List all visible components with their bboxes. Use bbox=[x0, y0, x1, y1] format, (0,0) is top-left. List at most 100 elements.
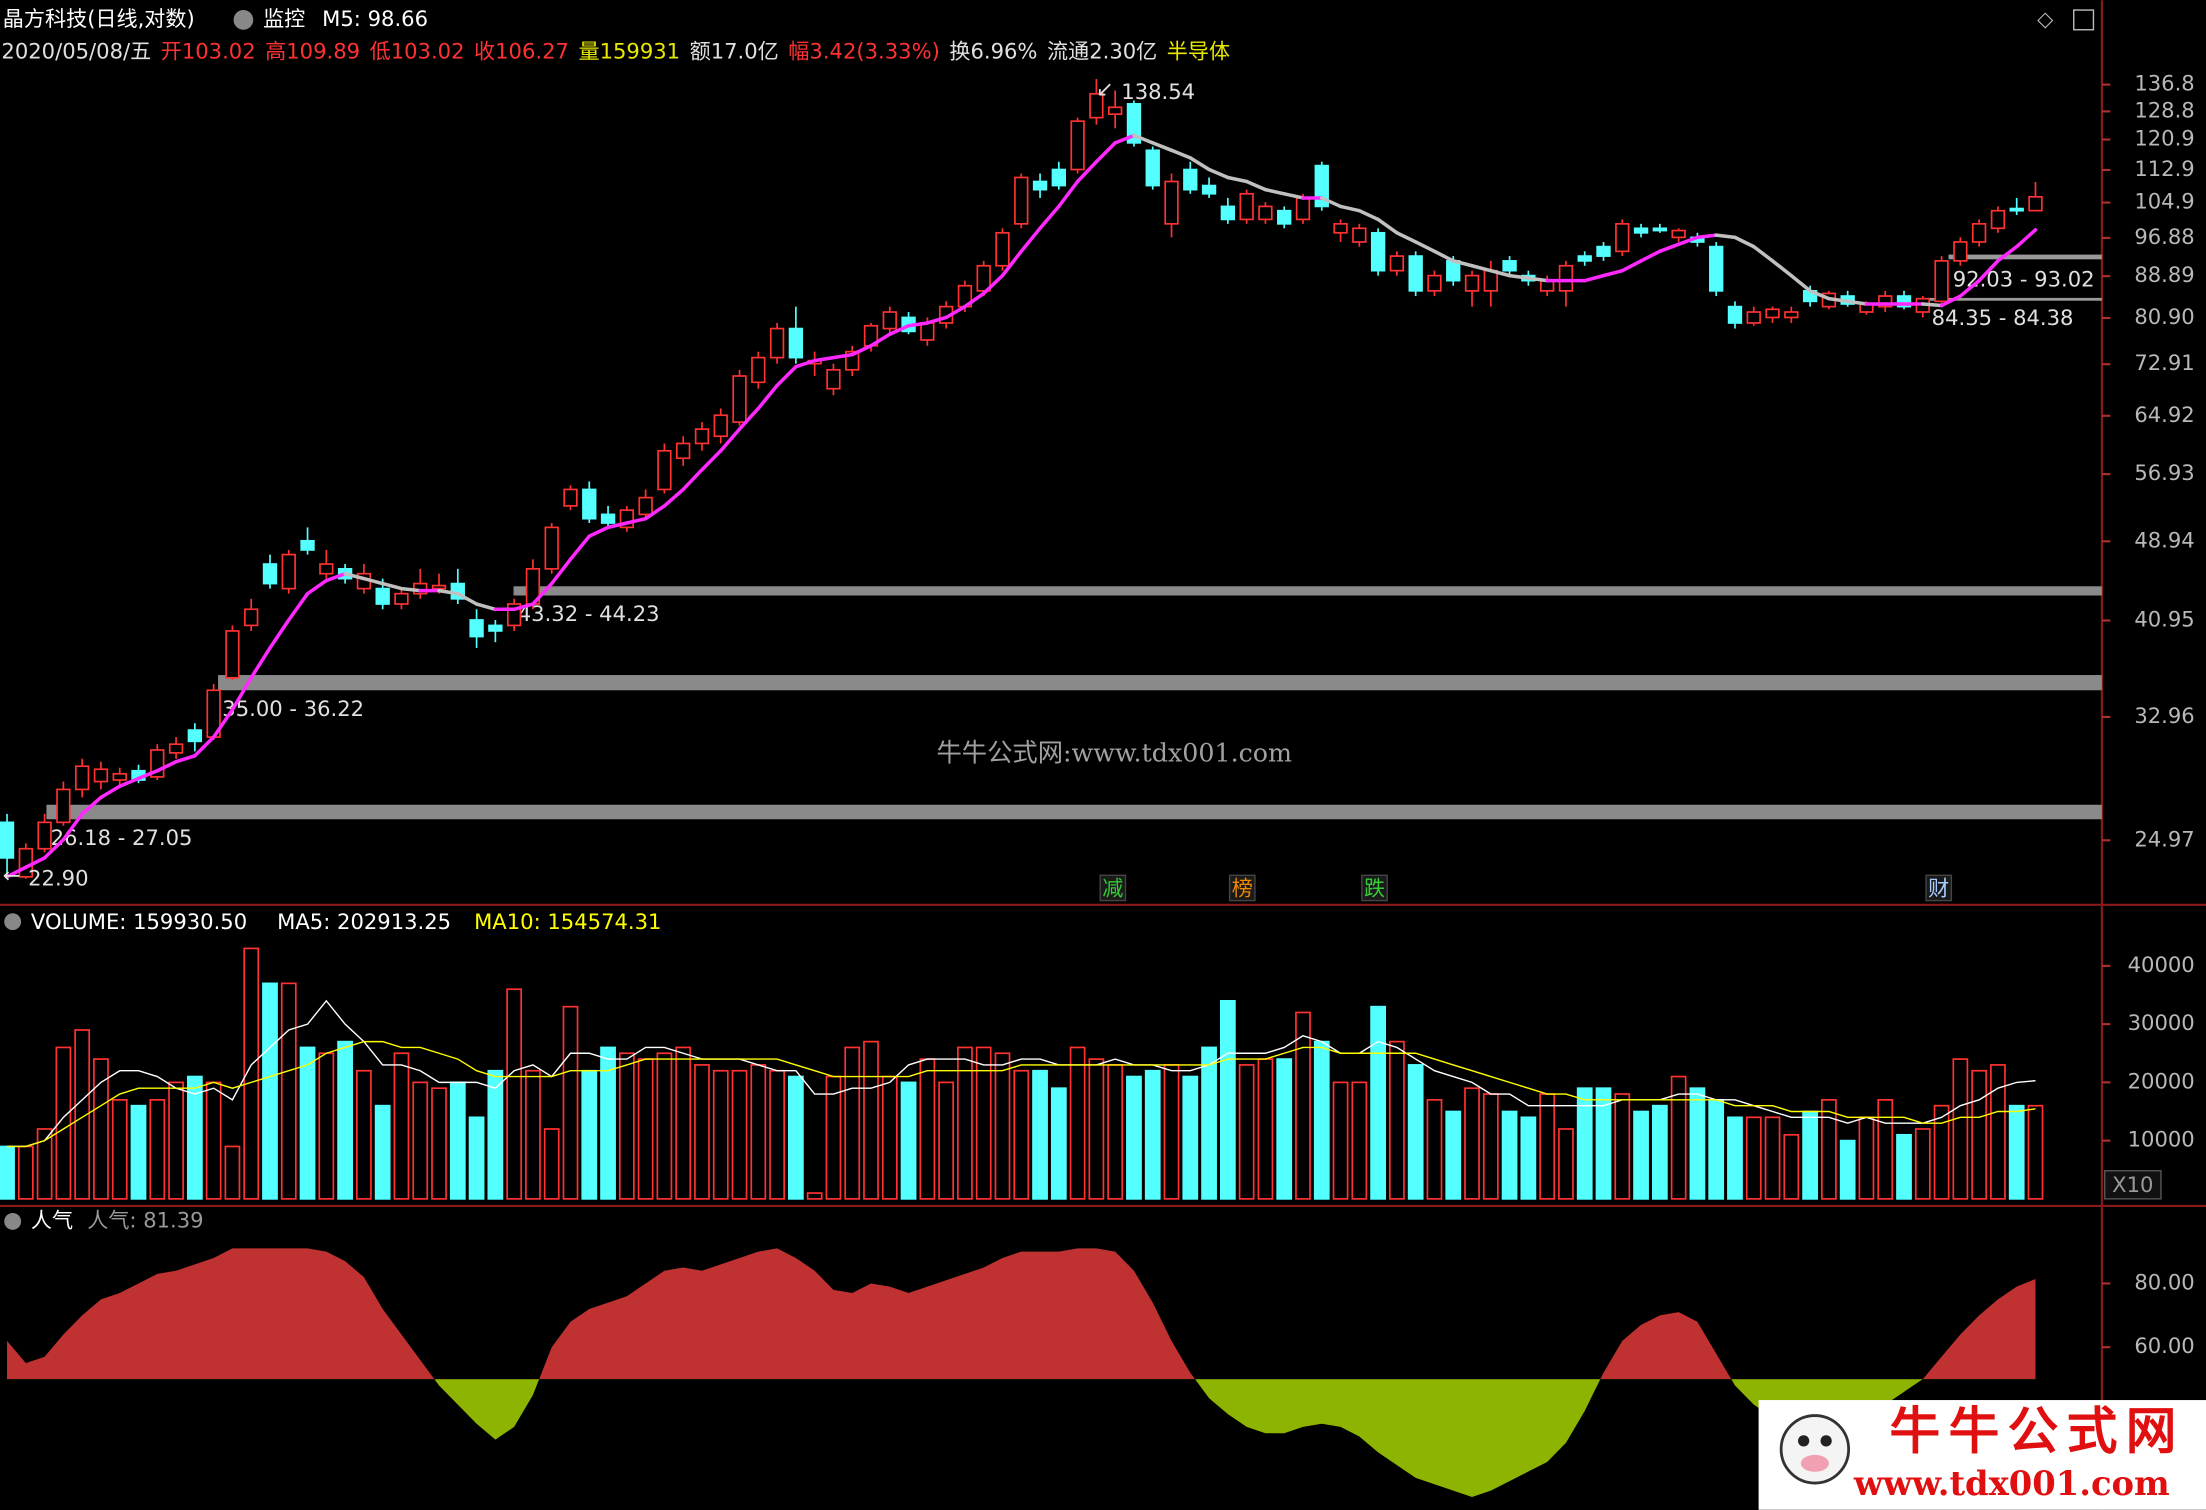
candle-body bbox=[976, 264, 991, 292]
volume-bar bbox=[712, 1069, 729, 1200]
volume-bar bbox=[1501, 1110, 1518, 1200]
y-tick-label: 72.91 bbox=[2134, 350, 2194, 375]
ma-segment bbox=[1338, 204, 1362, 213]
monitor-label[interactable]: 监控 bbox=[263, 6, 305, 31]
event-box bbox=[1925, 874, 1953, 902]
candle-body bbox=[1051, 168, 1066, 187]
volume-bar bbox=[1877, 1099, 1894, 1200]
volume-bar bbox=[1370, 1005, 1386, 1200]
candle-body bbox=[56, 788, 71, 824]
ma-segment bbox=[1977, 259, 2000, 283]
ma-segment bbox=[963, 291, 986, 309]
ma-segment bbox=[1207, 167, 1230, 180]
y-tick-label: 88.89 bbox=[2134, 262, 2194, 287]
unit-label: X10 bbox=[2112, 1172, 2153, 1197]
ma-segment bbox=[888, 324, 911, 336]
volume-bar bbox=[55, 1046, 72, 1200]
monitor-icon[interactable] bbox=[233, 10, 254, 30]
volume-bar bbox=[1933, 1104, 1950, 1200]
volume-bar bbox=[787, 1075, 804, 1200]
diamond-icon[interactable]: ◇ bbox=[2037, 6, 2054, 31]
y-tick-label: 60.00 bbox=[2134, 1333, 2194, 1358]
ma-segment bbox=[1676, 235, 1700, 247]
volume-bar bbox=[694, 1064, 710, 1200]
candle-body bbox=[1483, 269, 1498, 292]
volume-bar bbox=[975, 1046, 992, 1200]
ma-segment bbox=[380, 581, 404, 591]
volume-bar bbox=[1952, 1058, 1969, 1200]
ma-segment bbox=[1263, 187, 1286, 196]
candle-body bbox=[1333, 222, 1348, 234]
logo-name[interactable]: 牛牛公式网 bbox=[1890, 1402, 2185, 1461]
volume-bar bbox=[863, 1040, 879, 1200]
candle-body bbox=[1934, 260, 1949, 303]
logo-cow bbox=[1779, 1414, 1851, 1485]
volume-bar bbox=[1257, 1058, 1274, 1200]
ma-value: M5: 98.66 bbox=[322, 6, 428, 31]
candle-body bbox=[244, 608, 259, 627]
y-tick-label: 80.00 bbox=[2134, 1269, 2194, 1294]
volume-bar bbox=[0, 1145, 15, 1200]
candle-body bbox=[600, 513, 616, 524]
volume-bar bbox=[168, 1081, 184, 1200]
ma-segment bbox=[700, 449, 723, 472]
volume-bar bbox=[1276, 1058, 1293, 1200]
ma-segment bbox=[211, 707, 235, 739]
ma-segment bbox=[474, 602, 498, 612]
ma-segment bbox=[1808, 289, 1831, 301]
volume-bar bbox=[1088, 1058, 1105, 1200]
ma-segment bbox=[155, 759, 178, 773]
quote-high: 高109.89 bbox=[265, 38, 360, 63]
volume-bar bbox=[581, 1069, 598, 1200]
candle-body bbox=[1765, 308, 1780, 319]
window-icon[interactable] bbox=[2073, 9, 2095, 31]
candle-body bbox=[920, 322, 935, 341]
volume-bar bbox=[618, 1052, 635, 1200]
candle-body bbox=[788, 327, 804, 359]
ma-segment bbox=[1958, 278, 1981, 298]
candle-body bbox=[262, 563, 278, 585]
volume-bar bbox=[543, 1128, 560, 1200]
ma-segment bbox=[1413, 240, 1437, 254]
ma-segment bbox=[512, 602, 535, 612]
candle-body bbox=[1239, 192, 1254, 221]
panel-icon[interactable] bbox=[4, 913, 22, 931]
y-tick-label: 32.96 bbox=[2134, 703, 2194, 728]
ma-segment bbox=[1770, 259, 1794, 278]
ma-segment bbox=[831, 352, 854, 360]
ma-segment bbox=[1113, 133, 1136, 145]
volume-bar bbox=[280, 982, 297, 1200]
ma-segment bbox=[1075, 159, 1099, 184]
volume-bar bbox=[318, 1052, 335, 1200]
candle-body bbox=[544, 526, 559, 570]
ma-segment bbox=[456, 591, 479, 606]
event-marker: 跌 bbox=[1364, 875, 1385, 900]
volume-bar bbox=[1520, 1116, 1537, 1200]
candle-body bbox=[112, 772, 127, 781]
panel-icon[interactable] bbox=[4, 1212, 22, 1230]
quote-float: 流通2.30亿 bbox=[1047, 38, 1157, 63]
ma-segment bbox=[193, 735, 216, 758]
volume-bar bbox=[1107, 1064, 1124, 1200]
candle-body bbox=[1990, 209, 2006, 230]
candle-body bbox=[1878, 295, 1893, 308]
ma-segment bbox=[1507, 273, 1531, 280]
ma-segment bbox=[1658, 242, 1681, 254]
candle-body bbox=[882, 311, 897, 330]
ma-segment bbox=[812, 355, 836, 363]
candle-body bbox=[1727, 305, 1743, 324]
zone-label: 35.00 - 36.22 bbox=[222, 696, 364, 721]
logo-url[interactable]: www.tdx001.com bbox=[1853, 1463, 2170, 1503]
volume-bar bbox=[431, 1087, 447, 1200]
candle-body bbox=[657, 449, 672, 491]
ma-segment bbox=[362, 576, 385, 586]
volume-bar bbox=[186, 1075, 203, 1200]
ma-segment bbox=[1000, 249, 1024, 278]
candle-body bbox=[563, 488, 578, 507]
watermark: 牛牛公式网:www.tdx001.com bbox=[936, 737, 1292, 767]
volume-bar bbox=[562, 1005, 579, 1200]
y-tick-label: 128.8 bbox=[2134, 97, 2194, 122]
volume-bar bbox=[525, 1069, 541, 1200]
event-marker: 财 bbox=[1928, 875, 1949, 900]
y-tick-label: 56.93 bbox=[2134, 460, 2194, 485]
